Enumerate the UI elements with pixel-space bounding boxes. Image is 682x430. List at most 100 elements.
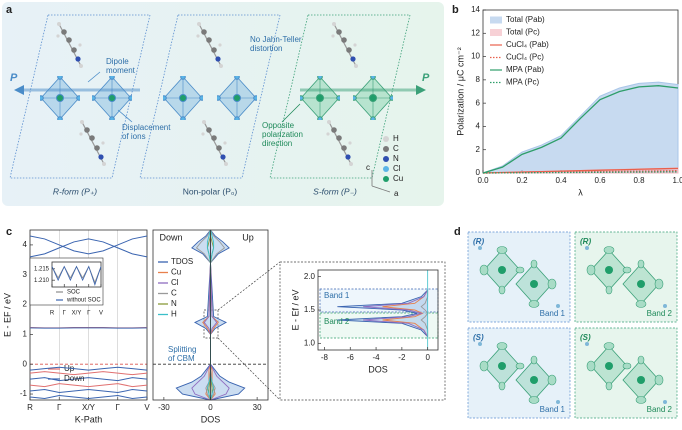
legend-label: H [393, 134, 399, 143]
dos-curve [337, 289, 429, 337]
legend-swatch [383, 146, 389, 152]
zoom-connector [217, 337, 281, 401]
legend-swatch [383, 136, 389, 142]
x-tick-label: -4 [373, 353, 381, 362]
y-tick-label: 2 [23, 300, 28, 309]
arrow-head [14, 85, 24, 95]
legend-label: Cu [171, 268, 181, 277]
y-axis-label: E - EF / eV [2, 293, 12, 337]
x-tick-label: V [144, 403, 150, 412]
legend-label: Cl [393, 164, 401, 173]
panel-a [2, 2, 444, 206]
band-label: Band 2 [647, 309, 673, 318]
x-axis-label: λ [578, 187, 583, 197]
legend-swatch [383, 156, 389, 162]
y-tick-label: 6 [476, 98, 481, 107]
x-tick-label: 0 [425, 353, 430, 362]
y-tick-label: 2.0 [304, 272, 316, 281]
band [29, 383, 148, 388]
x-tick-label: R [50, 311, 55, 317]
legend-label: TDOS [171, 257, 193, 266]
orbital-box [467, 327, 571, 419]
y-tick-label: 0 [476, 168, 481, 177]
line [482, 171, 679, 174]
unit-cell [9, 14, 151, 179]
panel-label: d [454, 226, 461, 238]
legend-swatch [383, 176, 389, 182]
band-label: Band 1 [540, 405, 566, 414]
annotation: Dipole moment [106, 57, 136, 75]
x-axis-label: DOS [368, 364, 388, 374]
line [51, 265, 102, 286]
y-tick-label: 1.0 [304, 338, 316, 347]
x-tick-label: 30 [253, 403, 262, 412]
orbital-box [574, 327, 678, 419]
axis-label: c [366, 163, 370, 172]
band [29, 238, 148, 258]
orbital-box [574, 231, 678, 323]
y-axis-label: Polarization / μC cm⁻² [455, 47, 465, 135]
polarization-symbol: P [422, 72, 430, 84]
unit-cell [269, 14, 411, 179]
line [482, 167, 679, 174]
form-label: (S) [473, 333, 484, 342]
x-tick-label: 0.8 [633, 176, 645, 185]
legend-label: H [171, 310, 177, 319]
orbital-box [467, 231, 571, 323]
form-label: R-form (P₊) [53, 186, 97, 196]
y-tick-label: 8 [476, 75, 481, 84]
form-label: (R) [580, 237, 591, 246]
panel-label: b [452, 4, 459, 16]
y-axis-label: E - Ef / eV [290, 289, 300, 330]
band-label: Band 1 [540, 309, 566, 318]
legend-label: N [171, 299, 177, 308]
band [29, 395, 148, 400]
y-tick-label: 4 [23, 240, 28, 249]
x-tick-label: X/Y [82, 403, 96, 412]
x-tick-label: 0.0 [477, 176, 489, 185]
x-tick-label: X/Y [72, 311, 82, 317]
legend-label: Cl [171, 278, 179, 287]
annotation: Opposite polarization direction [262, 121, 303, 148]
legend-swatch [490, 16, 502, 24]
x-tick-label: 1.0 [672, 176, 682, 185]
annotation: Displacement of ions [122, 123, 171, 141]
x-tick-label: 0.6 [594, 176, 606, 185]
y-tick-label: 3 [23, 270, 28, 279]
area [482, 81, 679, 174]
legend-label: Down [64, 374, 84, 383]
form-label: S-form (P₋) [313, 186, 357, 196]
annotation: No Jahn-Teller distortion [250, 35, 302, 53]
inset-background [29, 257, 104, 306]
line [482, 85, 679, 174]
x-tick-label: R [27, 403, 33, 412]
spin-label: Up [242, 232, 254, 242]
band-box-label: Band 2 [324, 317, 350, 326]
y-tick-label: 14 [471, 5, 480, 14]
panel-d [467, 231, 678, 419]
band [29, 371, 148, 376]
pointer [281, 103, 301, 123]
legend-label: Total (Pab) [506, 15, 545, 24]
band [29, 235, 148, 255]
y-tick-label: 10 [471, 52, 480, 61]
legend-swatch [490, 29, 502, 36]
arrow-head [416, 85, 426, 95]
y-tick-label: 4 [476, 122, 481, 131]
x-tick-label: 0.4 [555, 176, 567, 185]
x-tick-label: Γ [63, 311, 67, 317]
form-label: (S) [580, 333, 591, 342]
panel-label: a [6, 4, 13, 16]
legend-label: C [393, 144, 399, 153]
band [29, 389, 148, 394]
legend-label: MPA (Pab) [506, 65, 544, 74]
x-tick-label: -2 [398, 353, 406, 362]
panel-label: c [6, 226, 12, 238]
band-label: Band 2 [647, 405, 673, 414]
x-tick-label: -30 [158, 403, 170, 412]
y-tick-label: 12 [471, 28, 480, 37]
x-tick-label: Γ [116, 403, 121, 412]
x-axis-label: DOS [201, 414, 221, 424]
form-label: Non-polar (P₀) [183, 186, 238, 196]
